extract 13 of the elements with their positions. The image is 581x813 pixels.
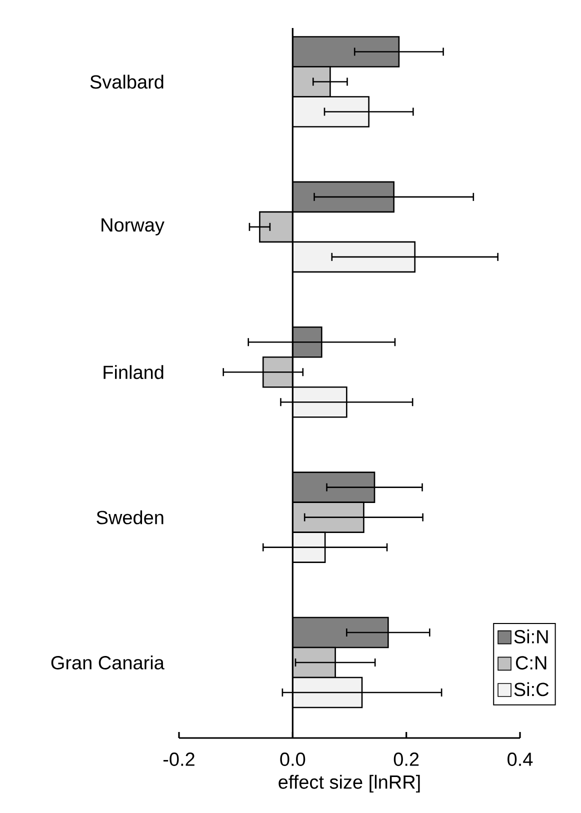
legend-label: C:N (516, 656, 546, 670)
legend-label: Si:C (514, 682, 549, 696)
x-tick-label: 0.4 (508, 752, 533, 766)
y-tick-label: Finland (104, 365, 164, 380)
legend-label: Si:N (514, 629, 548, 644)
x-tick-label: 0.0 (280, 752, 306, 766)
x-axis-title: effect size [lnRR] (278, 774, 420, 793)
y-tick-label: Gran Canaria (51, 656, 164, 670)
x-tick-label: -0.2 (163, 752, 194, 766)
y-tick-label: Svalbard (90, 74, 164, 89)
y-tick-label: Norway (102, 218, 164, 236)
x-tick-label: 0.2 (394, 752, 419, 766)
y-tick-label: Sweden (96, 510, 164, 524)
